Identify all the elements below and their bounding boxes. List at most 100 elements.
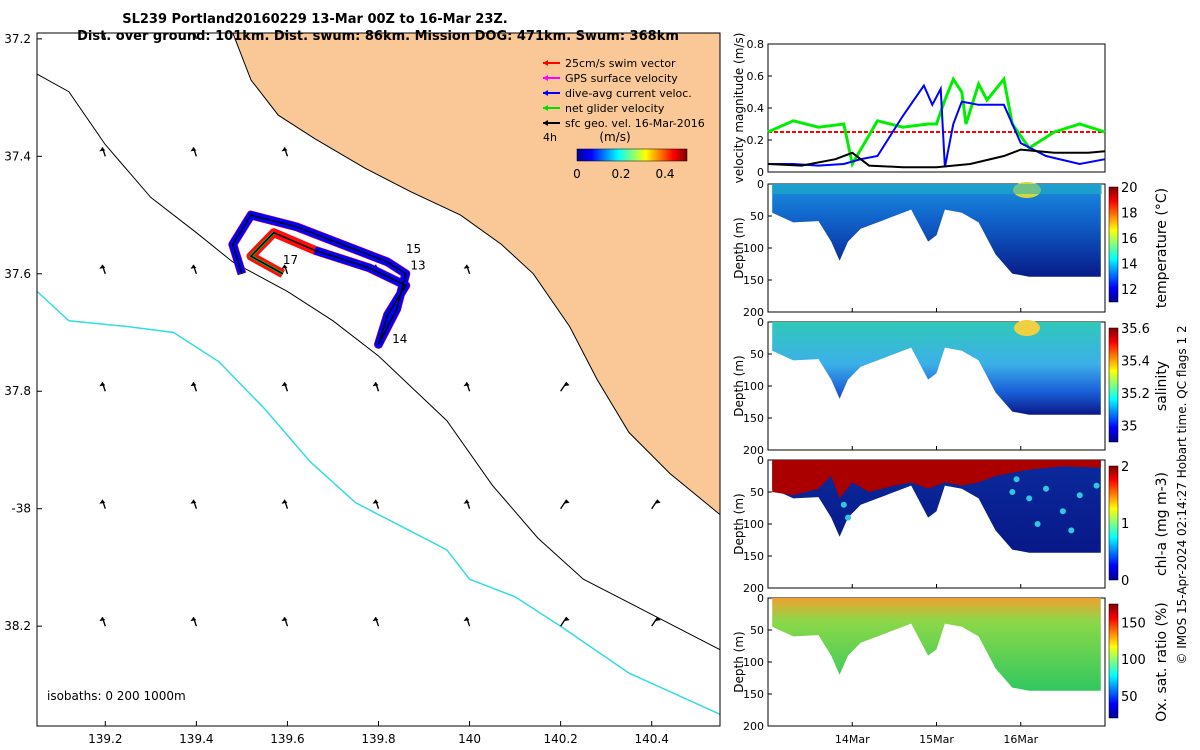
depth-ytick-label: 150	[743, 550, 764, 563]
geo-arrow-head	[99, 382, 106, 387]
isobaths-label: isobaths: 0 200 1000m	[47, 689, 186, 703]
depth-ytick-label: 100	[743, 518, 764, 531]
geostrophic-arrows	[99, 33, 661, 627]
day-label: 13	[410, 259, 425, 273]
chla-surface-high	[772, 460, 1101, 499]
depth-ytick-label: 100	[743, 656, 764, 669]
map-colorbar-ticks: 0 0.2 0.4	[573, 167, 674, 181]
temperature-panel: 0 50 100 150 200 20 18 16 14 12 Depth (m) tempera…	[732, 178, 1170, 319]
geo-arrow-head	[190, 617, 197, 622]
colorbar-tick-label: 35	[1121, 420, 1138, 435]
geo-arrow-head	[281, 617, 288, 622]
geo-arrow-head	[563, 499, 570, 504]
geo-arrow-head	[99, 617, 106, 622]
map-xtick-label: 139.2	[88, 732, 122, 746]
day-labels: 15 13 17 14	[283, 242, 426, 346]
colorbar-tick-label: 35.2	[1121, 387, 1150, 402]
colorbar-tick-label: 12	[1121, 283, 1138, 298]
depth-ytick-label: 50	[750, 624, 764, 637]
depth-ytick-label: 50	[750, 210, 764, 223]
map-ytick-label: -38	[11, 502, 31, 516]
velocity-ytick-label: 0.2	[747, 134, 765, 147]
velocity-ytick-label: 0.8	[747, 38, 765, 51]
salinity-colorbar	[1108, 327, 1119, 443]
depth-ytick-label: 200	[743, 720, 764, 733]
isobath-200m	[37, 73, 720, 651]
legend-label: net glider velocity	[565, 102, 665, 115]
chla-dot	[1034, 521, 1041, 527]
colorbar-tick-label: 100	[1121, 653, 1146, 668]
velocity-series-line	[768, 83, 1106, 168]
temperature-colorbar	[1108, 186, 1119, 303]
colorbar-tick-label: 18	[1121, 207, 1138, 222]
oxygen-xtick-label: 14Mar	[835, 733, 870, 746]
salinity-ylabel: Depth (m)	[732, 355, 746, 416]
chla-dot	[1059, 508, 1066, 515]
map-cb-tick: 0	[573, 167, 581, 181]
velocity-ylabel: velocity magnitude (m/s)	[732, 33, 746, 184]
map-xtick-label: 140	[458, 732, 481, 746]
salinity-ticks: 0 50 100 150 200 35.6 35.4 35.2 35	[743, 316, 1150, 457]
geo-arrow-head	[463, 264, 470, 269]
colorbar-tick-label: 16	[1121, 232, 1138, 247]
colorbar-tick-label: 0	[1121, 574, 1129, 589]
legend-extra: 4h	[543, 131, 557, 144]
salinity-panel: 0 50 100 150 200 35.6 35.4 35.2 35 Depth (m) sal…	[732, 316, 1170, 457]
chla-colorbar	[1108, 465, 1119, 581]
oxygen-xtick-label: 15Mar	[919, 733, 954, 746]
glider-track	[228, 210, 411, 349]
chla-ylabel: Depth (m)	[732, 493, 746, 554]
chla-dot	[1076, 492, 1083, 499]
legend-arrow	[543, 90, 548, 96]
chla-ticks: 0 50 100 150 200 2 1 0	[743, 454, 1129, 595]
temperature-ylabel: Depth (m)	[732, 217, 746, 278]
temperature-field	[772, 184, 1101, 277]
depth-ytick-label: 0	[757, 454, 764, 467]
temperature-ticks: 0 50 100 150 200 20 18 16 14 12	[743, 178, 1138, 319]
geo-arrow-head	[190, 499, 197, 504]
geo-arrow-head	[190, 264, 197, 269]
geo-arrow-head	[99, 147, 106, 152]
map-ticks: 139.2 139.4 139.6 139.8 140 140.2 140.437.237.…	[4, 32, 669, 746]
oxygen-ticks: 0 50 100 150 200 150 100 50 14Mar 15Mar 16Mar	[743, 592, 1146, 746]
velocity-series	[767, 75, 1106, 169]
oxygen-ylabel: Depth (m)	[732, 631, 746, 692]
map-ytick-label: 37.4	[4, 149, 31, 163]
map-xtick-label: 140.4	[635, 732, 669, 746]
colorbar-tick-label: 35.6	[1121, 322, 1150, 337]
geo-arrow	[102, 33, 106, 40]
legend-arrow	[543, 120, 548, 126]
day-label: 17	[283, 253, 298, 267]
salinity-high-patch	[1014, 320, 1040, 336]
depth-ytick-label: 50	[750, 486, 764, 499]
salinity-cblabel: salinity	[1154, 361, 1170, 411]
geo-arrow-head	[190, 382, 197, 387]
velocity-ytick-label: 0.6	[747, 70, 765, 83]
geo-arrow-head	[563, 617, 570, 622]
colorbar-tick-label: 50	[1121, 690, 1138, 705]
depth-ytick-label: 100	[743, 380, 764, 393]
oxygen-panel: 0 50 100 150 200 150 100 50 14Mar 15Mar 16Mar Dept…	[732, 592, 1170, 746]
geo-arrow-head	[463, 499, 470, 504]
legend-arrow	[543, 105, 548, 111]
geo-arrow-head	[281, 147, 288, 152]
depth-ytick-label: 100	[743, 242, 764, 255]
velocity-ytick-label: 0	[757, 166, 764, 179]
legend-label: 25cm/s swim vector	[565, 57, 676, 70]
colorbar-label: (m/s)	[599, 130, 630, 144]
chla-dot	[1093, 482, 1100, 489]
map-title-line2: Dist. over ground: 101km. Dist. swum: 86…	[77, 29, 679, 44]
chla-dot	[1068, 527, 1075, 534]
salinity-field	[772, 322, 1101, 415]
depth-ytick-label: 0	[757, 592, 764, 605]
velocity-series-line	[767, 75, 1106, 169]
colorbar-tick-label: 20	[1121, 181, 1138, 196]
map-cb-tick: 0.2	[611, 167, 630, 181]
day-label: 14	[392, 332, 407, 346]
map-xtick-label: 139.4	[179, 732, 213, 746]
geo-arrow-head	[99, 499, 106, 504]
colorbar-tick-label: 2	[1121, 460, 1129, 475]
legend-label: sfc geo. vel. 16-Mar-2016	[565, 117, 705, 130]
geo-arrow-head	[463, 382, 470, 387]
